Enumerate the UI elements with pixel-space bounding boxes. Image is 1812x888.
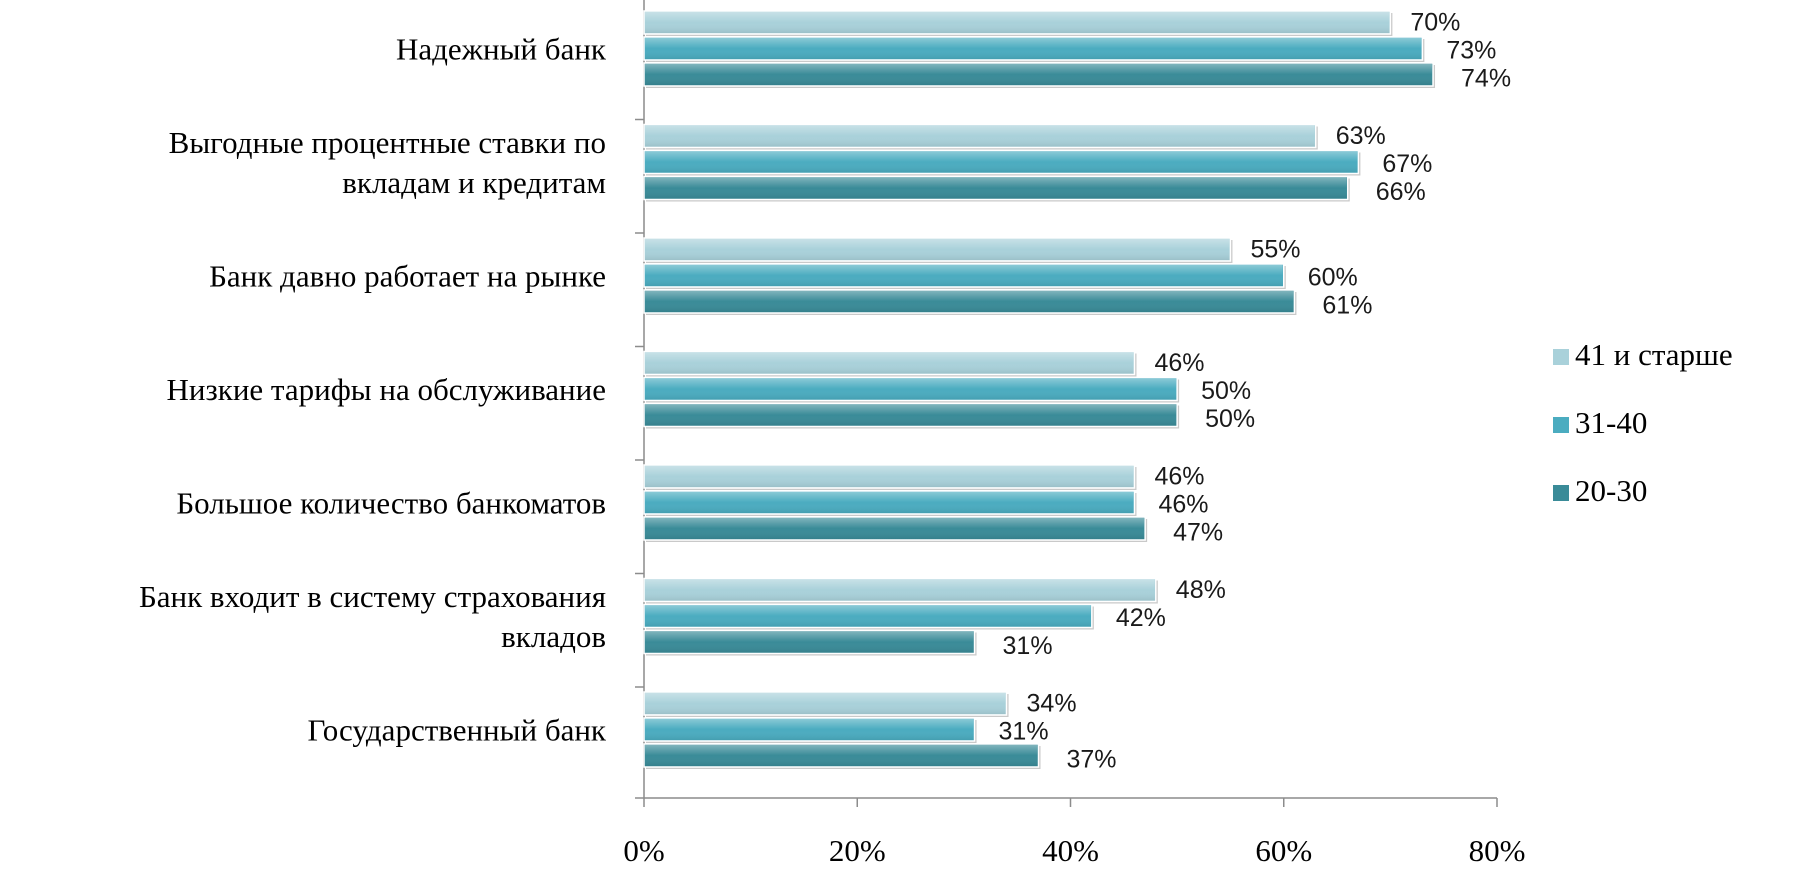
data-label: 74% (1461, 65, 1511, 93)
category-label: Низкие тарифы на обслуживание (167, 372, 606, 407)
bar-highlight (645, 151, 1358, 173)
data-label: 48% (1176, 576, 1226, 604)
data-label: 46% (1154, 463, 1204, 491)
data-label: 55% (1250, 236, 1300, 264)
bar-highlight (645, 291, 1294, 312)
data-label: 31% (1003, 632, 1053, 660)
data-label: 67% (1382, 150, 1432, 178)
bar-highlight (645, 265, 1283, 286)
bar-highlight (645, 378, 1177, 400)
data-label: 60% (1308, 264, 1358, 292)
bar-highlight (645, 518, 1145, 539)
legend-label: 41 и старше (1575, 337, 1733, 372)
bar-highlight (645, 125, 1315, 147)
data-label: 73% (1446, 37, 1496, 65)
data-label: 66% (1376, 178, 1426, 206)
x-tick-label: 60% (1255, 833, 1312, 868)
bar-highlight (645, 12, 1390, 33)
legend-label: 20-30 (1575, 473, 1647, 508)
category-label: Банк давно работает на рынке (209, 259, 606, 294)
data-label: 37% (1067, 746, 1117, 774)
bar-highlight (645, 745, 1038, 766)
bar-highlight (645, 466, 1134, 487)
data-label: 34% (1027, 690, 1077, 718)
bar-highlight (645, 352, 1134, 374)
plot-area: 0% 20% 40% 60% 80% Надежный банк 70%73%74% Выго… (139, 0, 1525, 868)
category-label: Большое количество банкоматов (176, 486, 606, 521)
category-label: Государственный банк (308, 713, 607, 748)
x-tick-label: 80% (1469, 833, 1526, 868)
data-label: 50% (1201, 377, 1251, 405)
legend-swatch (1553, 485, 1569, 501)
data-label: 47% (1173, 519, 1223, 547)
bar-highlight (645, 693, 1006, 714)
data-label: 46% (1154, 349, 1204, 377)
data-label: 50% (1205, 405, 1255, 433)
legend-label: 31-40 (1575, 405, 1647, 440)
data-label: 31% (999, 718, 1049, 746)
data-label: 70% (1410, 9, 1460, 37)
category-label: Выгодные процентные ставки по вкладам и к… (169, 125, 606, 200)
bar-highlight (645, 38, 1422, 59)
bar-highlight (645, 631, 974, 653)
bar-highlight (645, 177, 1347, 199)
bar-highlight (645, 605, 1091, 627)
bar-highlight (645, 64, 1433, 85)
x-tick-label: 20% (829, 833, 886, 868)
category-label: Банк входит в систему страхования вкладов (139, 579, 606, 654)
data-label: 42% (1116, 604, 1166, 632)
x-tick-label: 0% (623, 833, 664, 868)
legend-swatch (1553, 417, 1569, 433)
bar-highlight (645, 719, 974, 740)
data-label: 61% (1322, 292, 1372, 320)
bar-highlight (645, 492, 1134, 513)
bar-highlight (645, 239, 1230, 260)
x-tick-label: 40% (1042, 833, 1099, 868)
legend: 41 и старше 31-40 20-30 (1553, 337, 1733, 508)
legend-swatch (1553, 349, 1569, 365)
category-label: Надежный банк (396, 32, 607, 67)
bar-highlight (645, 579, 1155, 601)
data-label: 63% (1336, 122, 1386, 150)
data-label: 46% (1158, 491, 1208, 519)
bar-highlight (645, 404, 1177, 426)
